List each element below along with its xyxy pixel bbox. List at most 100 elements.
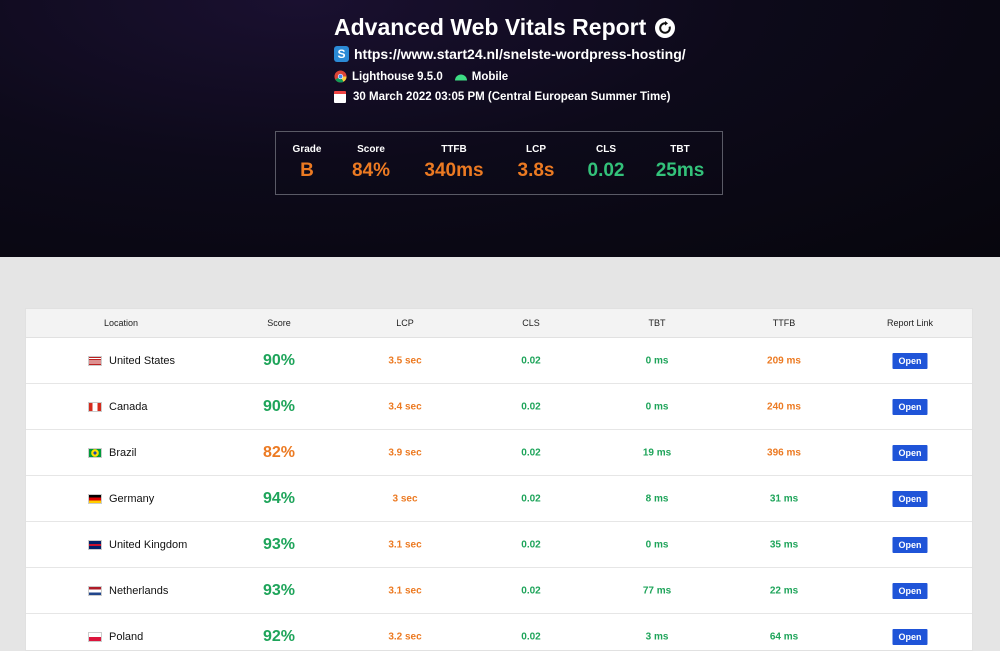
page-title-text: Advanced Web Vitals Report: [334, 14, 647, 40]
report-date: 30 March 2022 03:05 PM (Central European…: [353, 91, 671, 103]
location-cell: United States: [88, 355, 175, 367]
stat-lcp: LCP 3.8s: [511, 144, 561, 182]
stat-value: 25ms: [655, 160, 705, 181]
open-report-button[interactable]: Open: [892, 490, 928, 507]
column-header-lcp: LCP: [396, 318, 414, 328]
tbt-cell: 0 ms: [645, 401, 669, 412]
android-icon: [454, 74, 467, 81]
score-cell: 93%: [262, 535, 296, 553]
report-header: Advanced Web Vitals Report S https://www…: [0, 0, 1000, 257]
column-header-tbt: TBT: [648, 318, 666, 328]
calendar-icon: [334, 91, 346, 103]
ttfb-cell: 31 ms: [769, 493, 799, 504]
table-header: Location Score LCP CLS TBT TTFB Report L…: [26, 309, 972, 338]
location-cell: United Kingdom: [88, 539, 187, 551]
score-cell: 90%: [262, 397, 296, 415]
score-cell: 90%: [262, 351, 296, 369]
flag-us-icon: [88, 355, 102, 366]
table-row: Netherlands 93% 3.1 sec 0.02 77 ms 22 ms Open: [26, 568, 972, 614]
stat-label: CLS: [596, 144, 616, 155]
lcp-cell: 3.4 sec: [388, 401, 422, 412]
location-cell: Germany: [88, 493, 154, 505]
tbt-cell: 19 ms: [642, 447, 672, 458]
stat-label: TTFB: [441, 144, 467, 155]
score-cell: 93%: [262, 581, 296, 599]
tbt-cell: 77 ms: [642, 585, 672, 596]
cls-cell: 0.02: [521, 355, 541, 366]
open-report-button[interactable]: Open: [892, 582, 928, 599]
open-report-button[interactable]: Open: [892, 536, 928, 553]
ttfb-cell: 396 ms: [767, 447, 801, 458]
ttfb-cell: 64 ms: [769, 631, 799, 642]
country-name: United Kingdom: [109, 538, 188, 551]
location-cell: Poland: [88, 631, 143, 643]
column-header-location: Location: [103, 318, 139, 328]
lcp-cell: 3 sec: [392, 493, 418, 504]
stat-ttfb: TTFB 340ms: [416, 144, 492, 182]
stat-label: Score: [357, 144, 385, 155]
stat-value: 3.8s: [517, 160, 555, 181]
stat-label: Grade: [292, 144, 322, 155]
stat-grade: Grade B: [291, 144, 323, 182]
date-line: 30 March 2022 03:05 PM (Central European…: [334, 91, 670, 103]
tbt-cell: 3 ms: [645, 631, 669, 642]
flag-gb-icon: [88, 539, 102, 550]
ttfb-cell: 209 ms: [767, 355, 801, 366]
device-type: Mobile: [471, 70, 509, 83]
stat-tbt: TBT 25ms: [648, 144, 712, 182]
open-report-button[interactable]: Open: [892, 628, 928, 645]
column-header-report-link: Report Link: [886, 318, 934, 328]
ttfb-cell: 35 ms: [769, 539, 799, 550]
cls-cell: 0.02: [521, 631, 541, 642]
table-row: United Kingdom 93% 3.1 sec 0.02 0 ms 35 ms Ope…: [26, 522, 972, 568]
ttfb-cell: 240 ms: [767, 401, 801, 412]
flag-br-icon: [88, 447, 102, 458]
score-cell: 82%: [262, 443, 296, 461]
column-header-score: Score: [267, 318, 291, 328]
flag-ca-icon: [88, 401, 102, 412]
lcp-cell: 3.5 sec: [388, 355, 422, 366]
flag-nl-icon: [88, 585, 102, 596]
country-name: Canada: [109, 400, 148, 413]
ttfb-cell: 22 ms: [769, 585, 799, 596]
site-logo-icon: S: [334, 46, 349, 62]
cls-cell: 0.02: [521, 585, 541, 596]
location-cell: Brazil: [88, 447, 137, 459]
table-row: Canada 90% 3.4 sec 0.02 0 ms 240 ms Open: [26, 384, 972, 430]
stat-value: 340ms: [424, 160, 484, 181]
flag-pl-icon: [88, 631, 102, 642]
stat-label: LCP: [526, 144, 546, 155]
country-name: Netherlands: [109, 584, 169, 597]
open-report-button[interactable]: Open: [892, 352, 928, 369]
stat-score: Score 84%: [346, 144, 396, 182]
open-report-button[interactable]: Open: [892, 444, 928, 461]
cls-cell: 0.02: [521, 493, 541, 504]
lighthouse-version: Lighthouse 9.5.0: [352, 70, 443, 83]
column-header-cls: CLS: [522, 318, 540, 328]
score-cell: 94%: [262, 489, 296, 507]
lcp-cell: 3.9 sec: [388, 447, 422, 458]
column-header-ttfb: TTFB: [772, 318, 796, 328]
stat-cls: CLS 0.02: [579, 144, 633, 182]
location-cell: Canada: [88, 401, 148, 413]
location-cell: Netherlands: [88, 585, 168, 597]
tbt-cell: 0 ms: [645, 355, 669, 366]
lcp-cell: 3.1 sec: [388, 585, 422, 596]
country-name: Poland: [109, 630, 144, 643]
country-name: Germany: [109, 492, 155, 505]
stat-value: 84%: [351, 160, 391, 181]
table-row: Brazil 82% 3.9 sec 0.02 19 ms 396 ms Open: [26, 430, 972, 476]
stat-value: B: [300, 160, 314, 181]
lcp-cell: 3.1 sec: [388, 539, 422, 550]
refresh-icon[interactable]: [655, 17, 676, 38]
report-url[interactable]: https://www.start24.nl/snelste-wordpress…: [354, 46, 686, 62]
lighthouse-line: Lighthouse 9.5.0 Mobile: [334, 70, 508, 83]
tbt-cell: 0 ms: [645, 539, 669, 550]
table-row: Poland 92% 3.2 sec 0.02 3 ms 64 ms Open: [26, 614, 972, 650]
table-row: Germany 94% 3 sec 0.02 8 ms 31 ms Open: [26, 476, 972, 522]
tbt-cell: 8 ms: [645, 493, 669, 504]
cls-cell: 0.02: [521, 539, 541, 550]
open-report-button[interactable]: Open: [892, 398, 928, 415]
summary-box: Grade B Score 84% TTFB 340ms LCP 3.8s CL…: [275, 131, 723, 195]
cls-cell: 0.02: [521, 401, 541, 412]
